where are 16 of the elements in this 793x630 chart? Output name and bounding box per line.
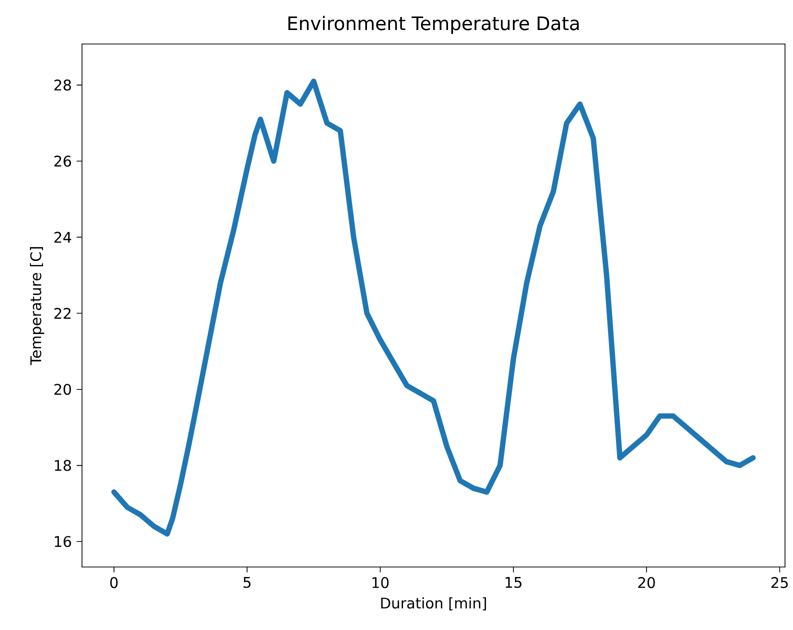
y-tick-label: 20 <box>54 384 71 395</box>
chart-title: Environment Temperature Data <box>288 16 579 34</box>
y-tick-label: 22 <box>54 308 70 319</box>
y-tick-label: 18 <box>54 460 71 471</box>
x-tick-label: 10 <box>372 577 389 588</box>
x-tick-label: 20 <box>638 577 655 588</box>
y-tick-label: 24 <box>54 232 72 243</box>
y-axis-title: Temperature [C] <box>30 247 44 366</box>
x-tick-label: 25 <box>771 577 788 588</box>
y-tick-label: 26 <box>54 156 72 167</box>
y-tick-label: 16 <box>54 536 72 548</box>
x-tick-label: 15 <box>506 577 522 588</box>
y-tick-label: 28 <box>54 80 71 91</box>
x-tick-label: 5 <box>244 577 250 588</box>
x-axis-title: Duration [min] <box>381 597 486 610</box>
x-tick-label: 0 <box>110 577 118 588</box>
